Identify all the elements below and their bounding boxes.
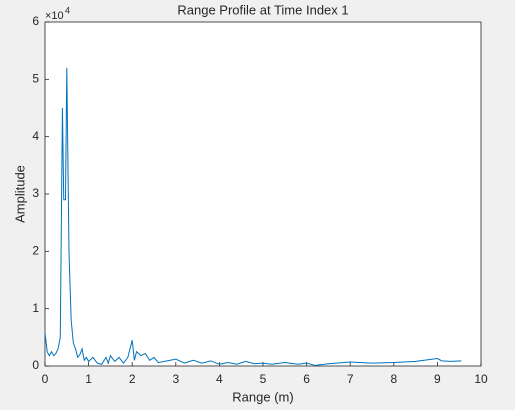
y-tick-label: 3 <box>32 186 39 200</box>
y-scale-exponent: 4 <box>65 5 70 15</box>
chart-title: Range Profile at Time Index 1 <box>177 2 348 17</box>
y-scale-base: ×10 <box>45 10 64 22</box>
y-tick-label: 2 <box>32 244 39 258</box>
x-axis-label: Range (m) <box>232 389 293 404</box>
x-tick-label: 8 <box>390 372 397 386</box>
axes-box <box>44 21 482 367</box>
series-line <box>44 67 462 366</box>
x-tick-label: 2 <box>129 372 136 386</box>
x-tick-label: 3 <box>172 372 179 386</box>
x-tick-label: 7 <box>347 372 354 386</box>
x-tick-label: 4 <box>216 372 223 386</box>
x-tick-label: 5 <box>260 372 267 386</box>
y-tick-label: 5 <box>32 72 39 86</box>
x-tick-label: 1 <box>85 372 92 386</box>
x-tick-label: 0 <box>42 372 49 386</box>
x-tick-label: 10 <box>474 372 488 386</box>
y-tick-label: 6 <box>32 14 39 28</box>
y-tick-label: 4 <box>32 129 39 143</box>
y-tick-label: 0 <box>32 358 39 372</box>
x-tick-label: 6 <box>303 372 310 386</box>
x-tick-label: 9 <box>434 372 441 386</box>
y-tick-label: 1 <box>32 301 39 315</box>
y-axis-label: Amplitude <box>12 165 27 223</box>
